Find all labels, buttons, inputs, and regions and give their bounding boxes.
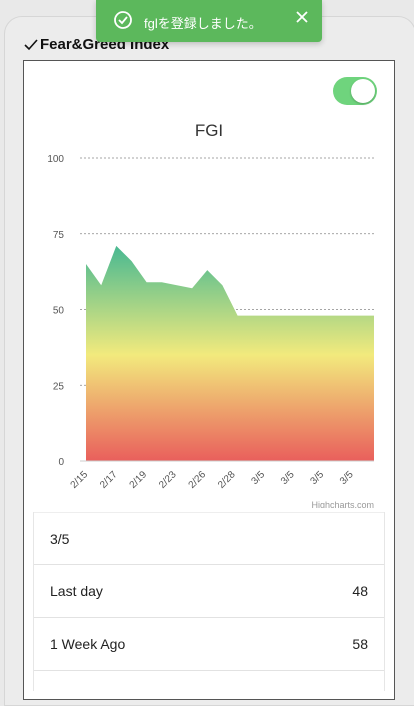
checkmark-icon xyxy=(24,38,38,50)
x-tick-label: 3/5 xyxy=(250,469,268,487)
x-tick-label: 3/5 xyxy=(279,469,297,487)
stat-value: 58 xyxy=(352,636,368,652)
x-tick-label: 2/15 xyxy=(69,469,91,491)
x-tick-label: 2/26 xyxy=(187,469,209,491)
chart-title: FGI xyxy=(195,121,223,140)
x-tick-label: 3/5 xyxy=(309,469,327,487)
stat-row-last-day: Last day 48 xyxy=(33,565,385,618)
x-tick-label: 3/5 xyxy=(338,469,356,487)
page: Fear&Greed Index FGI 0 25 50 75 100 2/15 2/17… xyxy=(4,0,414,706)
y-tick-label: 25 xyxy=(53,381,65,392)
toast-message: fglを登録しました。 xyxy=(144,16,262,31)
x-tick-label: 2/28 xyxy=(216,469,238,491)
stat-row-week-ago: 1 Week Ago 58 xyxy=(33,618,385,671)
toggle-knob xyxy=(351,79,375,103)
x-tick-label: 2/19 xyxy=(128,469,150,491)
stats-list: 3/5 Last day 48 1 Week Ago 58 xyxy=(33,512,385,691)
y-tick-label: 100 xyxy=(47,154,64,165)
stat-label: 1 Week Ago xyxy=(50,636,126,652)
stat-label: 3/5 xyxy=(50,530,70,547)
stats-border-left xyxy=(33,512,34,691)
fgi-chart: FGI 0 25 50 75 100 2/15 2/17 2/19 2/23 2/26 2/28 3… xyxy=(47,121,374,508)
check-circle-icon xyxy=(114,11,132,29)
fgi-area-series xyxy=(86,245,374,461)
y-tick-label: 50 xyxy=(53,306,65,317)
stats-border-right xyxy=(384,512,385,691)
x-tick-label: 2/23 xyxy=(157,469,179,491)
chart-credits: Highcharts.com xyxy=(311,500,374,508)
y-tick-label: 75 xyxy=(53,230,65,241)
close-icon[interactable] xyxy=(295,10,309,24)
chart-toggle[interactable] xyxy=(333,77,377,105)
y-tick-label: 0 xyxy=(58,457,64,468)
success-toast: fglを登録しました。 xyxy=(96,0,322,42)
stat-value: 48 xyxy=(352,583,368,599)
stat-row-date: 3/5 xyxy=(33,512,385,565)
stat-label: Last day xyxy=(50,583,103,599)
x-tick-label: 2/17 xyxy=(98,469,120,491)
